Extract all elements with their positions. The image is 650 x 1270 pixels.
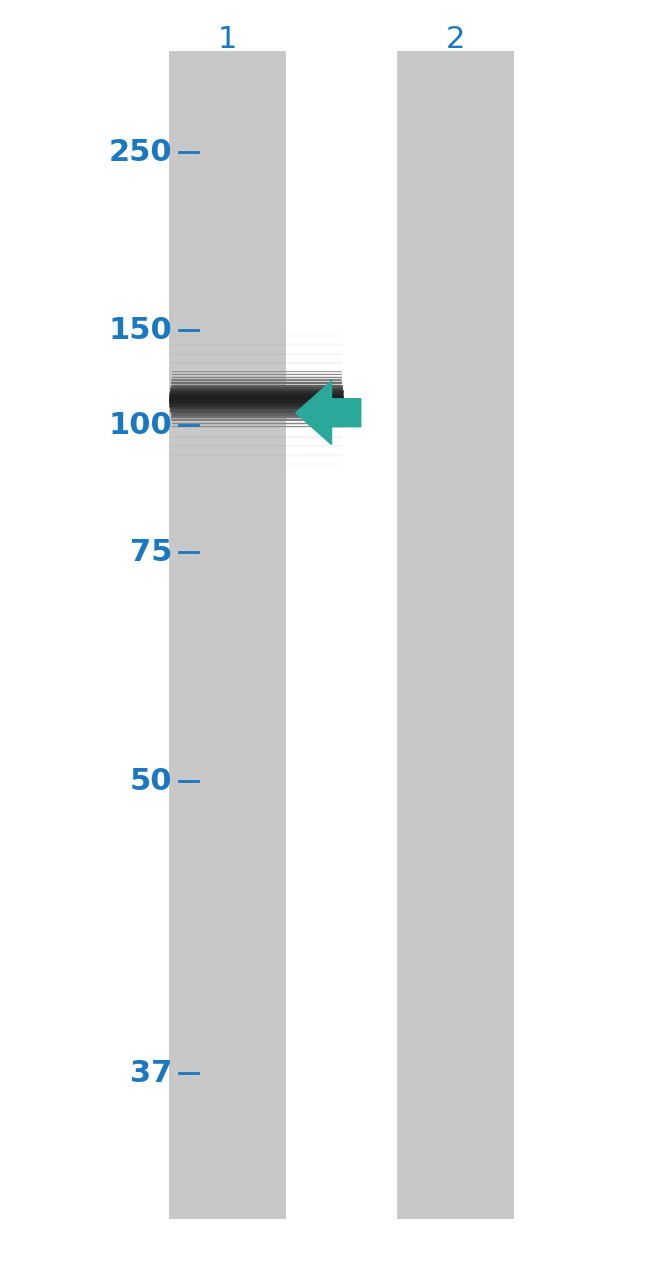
FancyArrow shape (296, 381, 361, 444)
FancyBboxPatch shape (169, 51, 286, 1219)
Text: 1: 1 (218, 25, 237, 55)
Text: 75: 75 (130, 538, 172, 566)
Text: 100: 100 (109, 411, 172, 439)
Text: 150: 150 (109, 316, 172, 344)
Text: 50: 50 (130, 767, 172, 795)
Text: 37: 37 (130, 1059, 172, 1087)
Text: 250: 250 (109, 138, 172, 166)
FancyBboxPatch shape (396, 51, 514, 1219)
Text: 2: 2 (445, 25, 465, 55)
